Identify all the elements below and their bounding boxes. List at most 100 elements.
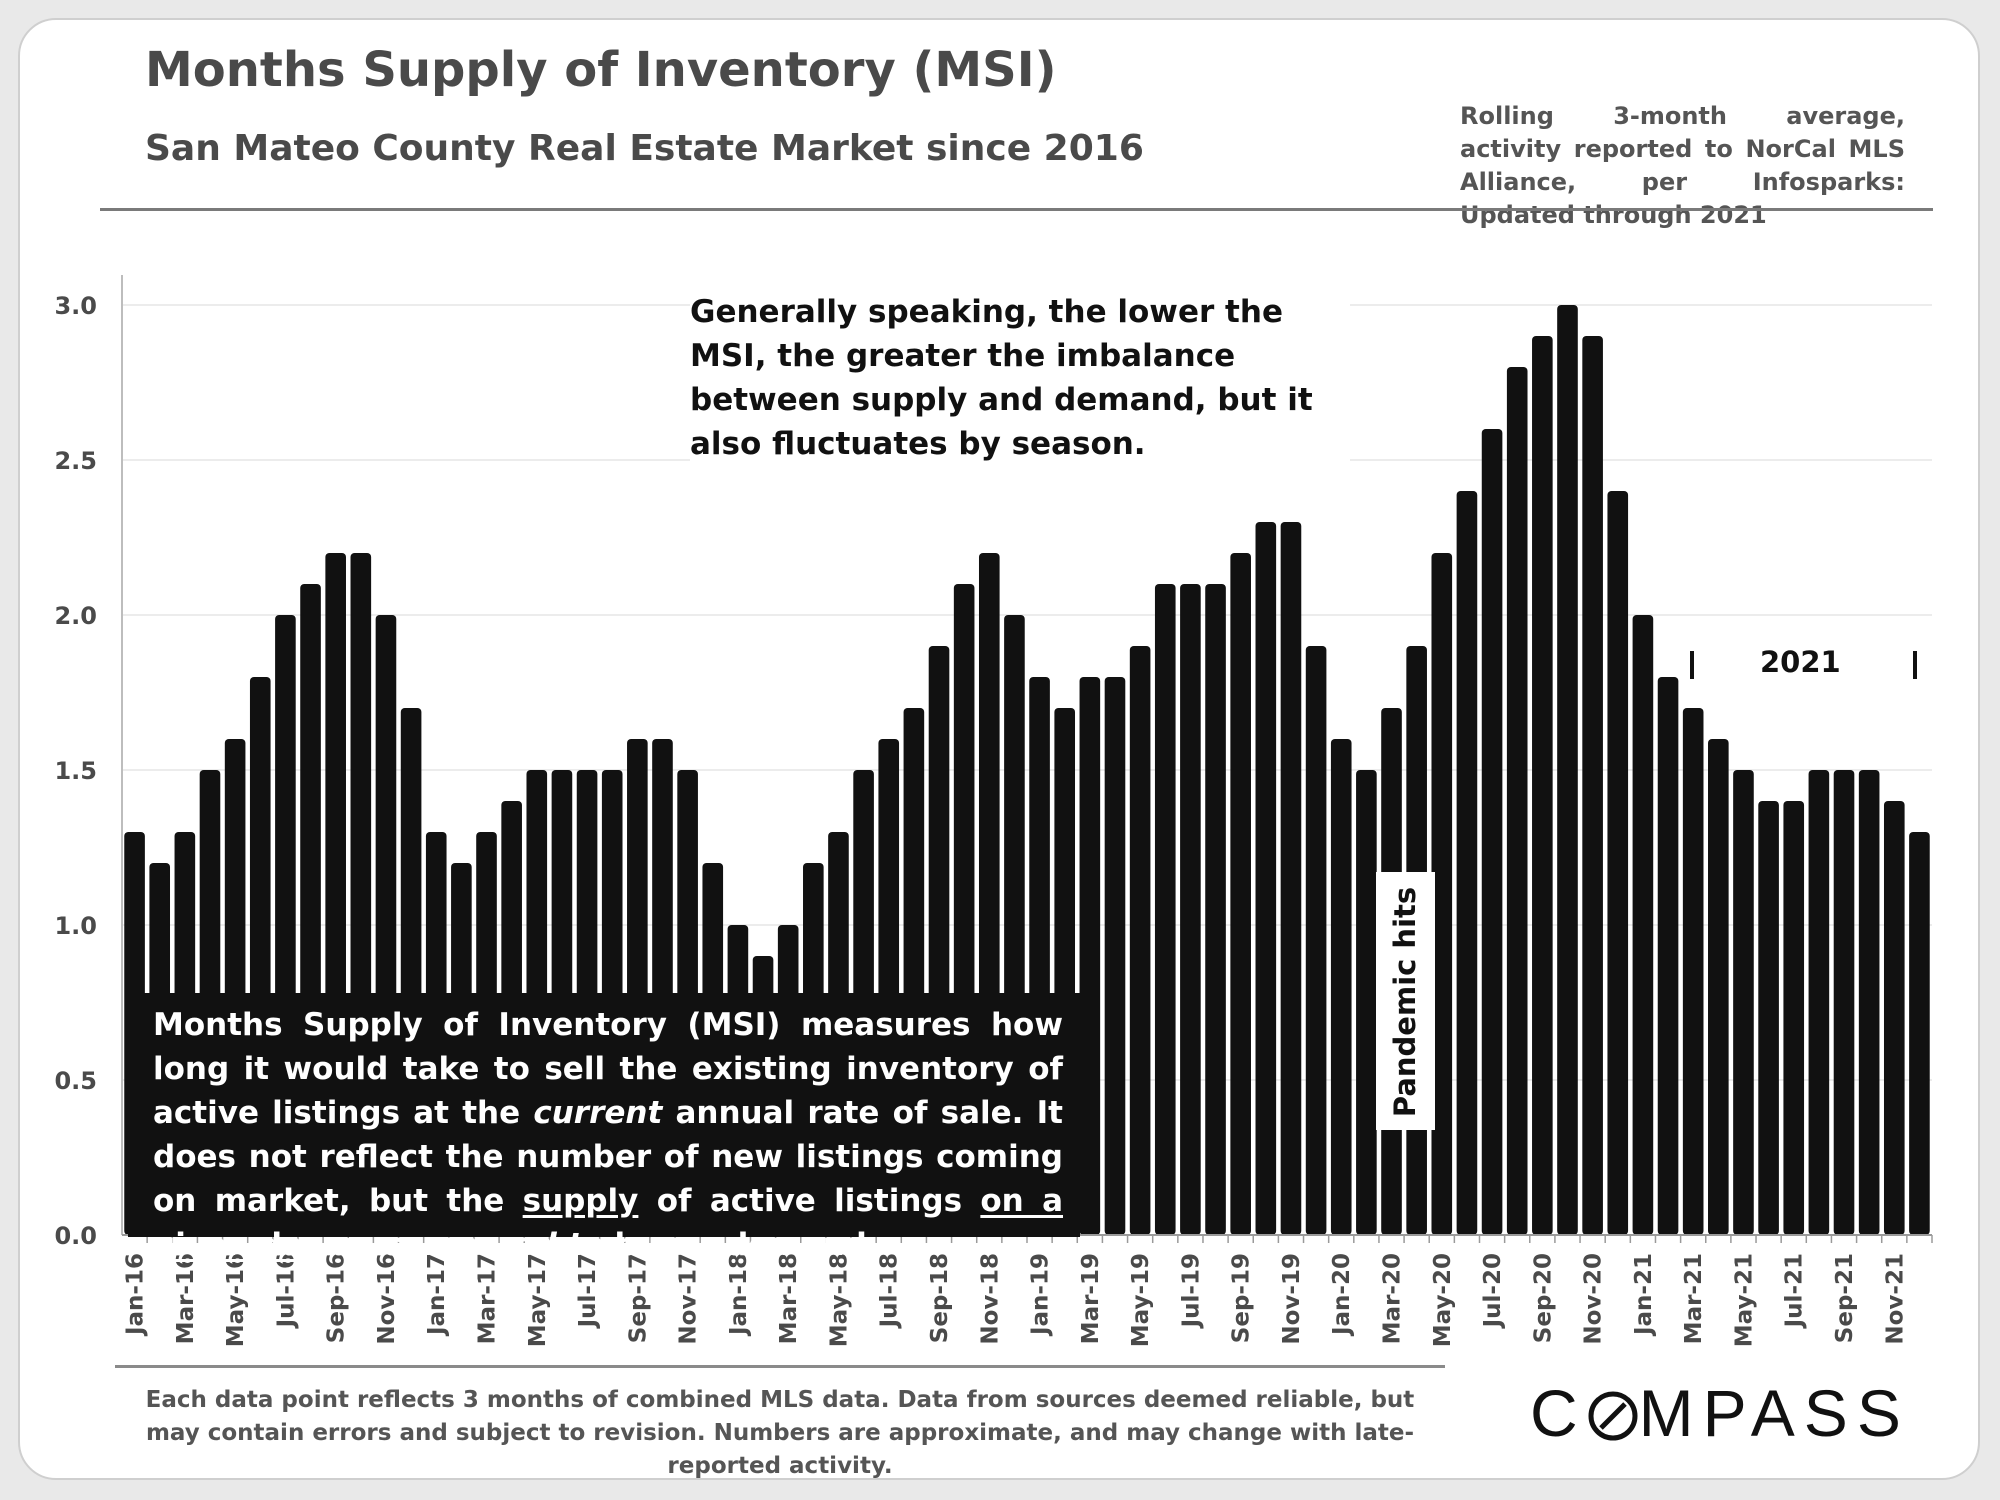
x-tick-label: Jan-19 (1028, 1253, 1054, 1337)
x-tick-label: Nov-18 (977, 1253, 1003, 1345)
y-tick-label: 1.0 (54, 912, 97, 940)
x-tick-label: Mar-16 (173, 1253, 199, 1344)
bar (1431, 553, 1453, 1235)
x-tick-labels: Jan-16 Mar-16 May-16 Jul-16 Sep-16 Nov-16 Jan-… (123, 1253, 1909, 1347)
x-tick-label: Jan-20 (1329, 1253, 1355, 1337)
definition-part: Months Supply of Inventory (MSI) measure… (153, 1007, 1063, 1131)
x-tick-label: May-18 (826, 1253, 852, 1347)
definition-part (322, 1227, 333, 1263)
year-marker-start (1690, 651, 1694, 679)
bar (1708, 739, 1729, 1235)
year-marker-label: 2021 (1760, 645, 1841, 679)
x-tick-label: Jul-21 (1782, 1253, 1808, 1329)
msi-definition-box: Months Supply of Inventory (MSI) measure… (128, 993, 1080, 1263)
bar (1607, 491, 1629, 1235)
bar (1557, 305, 1578, 1235)
bar (1758, 801, 1779, 1235)
x-tick-label: Nov-17 (676, 1253, 702, 1345)
bar (1733, 770, 1754, 1235)
bar (1305, 646, 1327, 1235)
chart-title: Months Supply of Inventory (MSI) (145, 42, 1057, 98)
y-tick-label: 2.0 (54, 602, 97, 630)
x-tick-label: Sep-17 (625, 1253, 651, 1343)
x-tick-label: May-21 (1731, 1253, 1757, 1347)
x-tick-label: Sep-18 (927, 1253, 953, 1343)
header-divider (100, 208, 1933, 211)
x-tick-label: May-19 (1128, 1253, 1154, 1347)
msi-definition-text: Months Supply of Inventory (MSI) measure… (153, 1003, 1063, 1267)
x-tick-label: Sep-16 (324, 1253, 350, 1343)
definition-part: buyer demand. (603, 1227, 879, 1263)
definition-emphasis: current (533, 1095, 663, 1131)
bar (1280, 522, 1302, 1235)
logo-text-end: MPASS (1638, 1376, 1910, 1450)
bar (1079, 677, 1101, 1235)
bar (1129, 646, 1151, 1235)
x-tick-label: Sep-21 (1832, 1253, 1858, 1343)
x-tick-label: May-20 (1430, 1253, 1456, 1347)
compass-o-icon (1588, 1391, 1638, 1441)
bar (1154, 584, 1176, 1235)
bar (1909, 832, 1930, 1235)
pandemic-annotation-box (1376, 872, 1435, 1130)
compass-logo: C MPASS (1530, 1375, 1910, 1451)
x-tick-label: Mar-21 (1681, 1253, 1707, 1344)
y-tick-label: 1.5 (54, 757, 97, 785)
bar (1104, 677, 1126, 1235)
bar (1532, 336, 1553, 1235)
bar (1808, 770, 1830, 1235)
x-tick-label: Jan-21 (1631, 1253, 1657, 1337)
x-tick-label: Jul-20 (1480, 1253, 1506, 1329)
x-tick-label: Nov-16 (374, 1253, 400, 1345)
chart-subtitle: San Mateo County Real Estate Market sinc… (145, 128, 1144, 169)
year-marker-end (1913, 651, 1917, 679)
x-tick-label: Mar-19 (1078, 1253, 1104, 1344)
x-tick-label: Jan-17 (424, 1253, 450, 1337)
bar (1632, 615, 1654, 1235)
bar (1682, 708, 1704, 1235)
x-tick-label: Jul-17 (575, 1253, 601, 1329)
bar (1883, 801, 1905, 1235)
x-tick-label: Mar-18 (776, 1253, 802, 1344)
x-tick-label: Jan-18 (726, 1253, 752, 1337)
x-tick-label: Mar-20 (1380, 1253, 1406, 1344)
x-tick-label: Sep-20 (1530, 1253, 1556, 1343)
pandemic-annotation: Pandemic hits (1388, 886, 1422, 1118)
x-tick-label: May-17 (525, 1253, 551, 1347)
definition-underline: supply (522, 1183, 639, 1219)
bar (1506, 367, 1528, 1235)
x-tick-label: Mar-17 (475, 1253, 501, 1344)
bar (1205, 584, 1226, 1235)
y-tick-label: 0.0 (54, 1222, 97, 1250)
season-callout: Generally speaking, the lower the MSI, t… (690, 290, 1350, 466)
bar (1783, 801, 1805, 1235)
x-tick-label: Nov-19 (1279, 1253, 1305, 1345)
logo-text-start: C (1530, 1376, 1587, 1450)
bar (1230, 553, 1251, 1235)
x-tick-label: Jan-16 (123, 1253, 149, 1337)
bar (1582, 336, 1603, 1235)
footer-disclaimer: Each data point reflects 3 months of com… (145, 1387, 1415, 1479)
x-tick-label: Nov-20 (1581, 1253, 1607, 1345)
bar (1481, 429, 1503, 1235)
definition-part: of active listings (638, 1183, 981, 1219)
bar (1833, 770, 1855, 1235)
y-tick-labels: 0.0 0.5 1.0 1.5 2.0 2.5 3.0 (54, 292, 97, 1250)
x-tick-label: Jul-19 (1178, 1253, 1204, 1329)
bar (1858, 770, 1880, 1235)
source-note: Rolling 3-month average, activity report… (1460, 102, 1905, 229)
definition-emphasis: as compared to (333, 1227, 604, 1263)
bar (1330, 739, 1352, 1235)
bar (1456, 491, 1478, 1235)
x-tick-label: Sep-19 (1229, 1253, 1255, 1343)
bar (1657, 677, 1679, 1235)
y-tick-label: 2.5 (54, 447, 97, 475)
bar (1180, 584, 1201, 1235)
x-tick-label: May-16 (223, 1253, 249, 1347)
bar (1356, 770, 1377, 1235)
definition-underline: on a given day (153, 1183, 1063, 1263)
y-tick-label: 0.5 (54, 1067, 97, 1095)
definition-part: annual rate of sale. It does not reflect… (153, 1095, 1064, 1219)
x-tick-label: Jul-18 (877, 1253, 903, 1329)
